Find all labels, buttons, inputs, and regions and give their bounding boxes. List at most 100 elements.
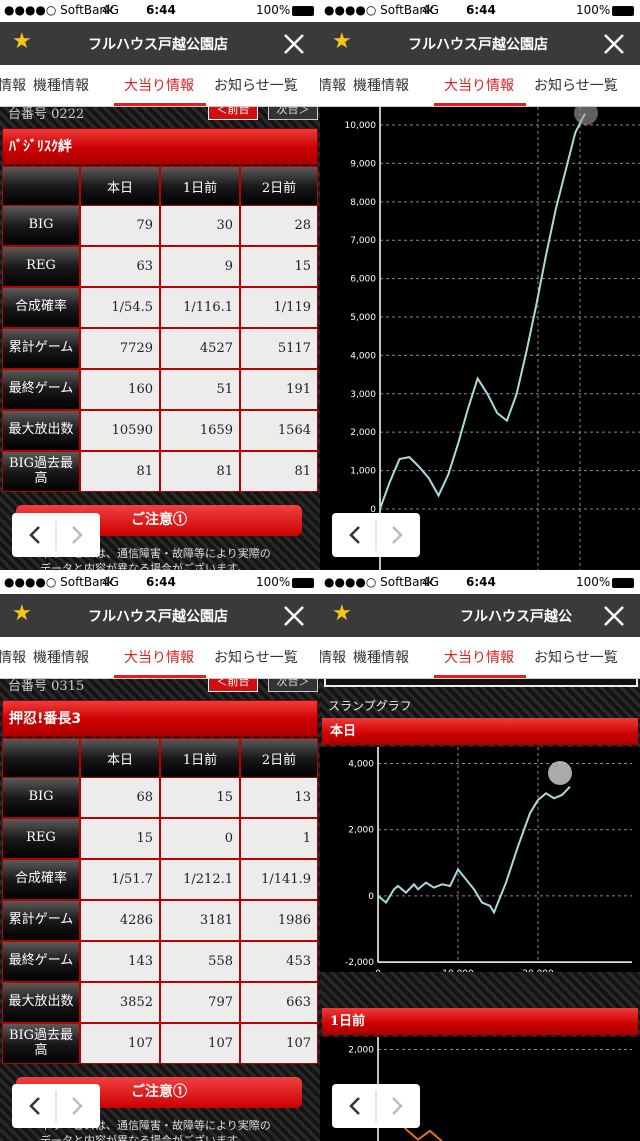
tab[interactable]: 大当り情報 — [444, 78, 514, 94]
machine-number: 台番号 0315 — [8, 679, 85, 694]
tab[interactable]: 情報 — [0, 650, 26, 666]
table-value: 1986 — [240, 900, 318, 941]
battery-percent: 100% — [256, 3, 291, 17]
battery-percent: 100% — [256, 575, 291, 589]
table-value: 107 — [240, 1023, 318, 1064]
table-value: 1/119 — [240, 287, 318, 328]
tab[interactable]: お知らせ一覧 — [214, 78, 298, 94]
close-button[interactable] — [602, 604, 626, 628]
favorite-star[interactable]: ★ — [12, 29, 32, 54]
y-tick-label: 2,000 — [350, 428, 376, 438]
battery-icon — [292, 578, 314, 588]
next-button[interactable]: 次台＞ — [268, 107, 318, 120]
tab[interactable]: 機種情報 — [353, 650, 409, 666]
close-button[interactable] — [602, 32, 626, 56]
battery-percent: 100% — [576, 575, 611, 589]
row-label: 累計ゲーム — [2, 900, 80, 941]
row-label: 合成確率 — [2, 287, 80, 328]
table-corner — [2, 738, 80, 778]
tab[interactable]: お知らせ一覧 — [534, 78, 618, 94]
table-value: 81 — [240, 451, 318, 492]
favorite-star[interactable]: ★ — [332, 29, 352, 54]
table-value: 81 — [80, 451, 160, 492]
column-header: 本日 — [80, 166, 160, 206]
row-label: 最大放出数 — [2, 982, 80, 1023]
nav-forward — [392, 526, 403, 544]
phone-screen: ●●●●○ SoftBank 4G 6:44 100% ★ フルハウス戸越公園店 情報 機種情… — [0, 572, 320, 1141]
content: スランプグラフ本日-2,00002,0004,000010,00020,0001… — [320, 679, 640, 1141]
carrier: ●●●●○ SoftBank — [4, 575, 114, 589]
table-value: 1/116.1 — [160, 287, 240, 328]
y-tick-label: 9,000 — [350, 159, 376, 169]
table-corner — [2, 166, 80, 206]
nav-buttons[interactable] — [12, 1084, 100, 1128]
tab[interactable]: 情報 — [0, 78, 26, 94]
next-button[interactable]: 次台＞ — [268, 679, 318, 692]
section-title: スランプグラフ — [328, 699, 412, 713]
tab[interactable]: お知らせ一覧 — [534, 650, 618, 666]
y-tick-label: 1,000 — [350, 467, 376, 477]
tab[interactable]: お知らせ一覧 — [214, 650, 298, 666]
nav-back — [29, 1097, 40, 1115]
active-tab-underline — [434, 675, 526, 678]
close-button[interactable] — [282, 32, 306, 56]
table-value: 143 — [80, 941, 160, 982]
tab[interactable]: 機種情報 — [33, 650, 89, 666]
table-value: 79 — [80, 205, 160, 246]
nav-buttons[interactable] — [332, 1084, 420, 1128]
battery-icon — [612, 6, 634, 16]
tab[interactable]: 大当り情報 — [124, 78, 194, 94]
table-value: 30 — [160, 205, 240, 246]
nav-buttons[interactable] — [332, 513, 420, 557]
table-value: 1659 — [160, 410, 240, 451]
column-header: 2日前 — [240, 738, 318, 778]
table-value: 453 — [240, 941, 318, 982]
favorite-star[interactable]: ★ — [332, 601, 352, 626]
row-label: 最終ゲーム — [2, 369, 80, 410]
carrier: ●●●●○ SoftBank — [324, 575, 434, 589]
row-label: 累計ゲーム — [2, 328, 80, 369]
table-value: 5117 — [240, 328, 318, 369]
header-bar: ★ フルハウス戸越公園店 — [0, 22, 320, 65]
tab[interactable]: 大当り情報 — [124, 650, 194, 666]
tab-bar: 情報 機種情報 大当り情報 お知らせ一覧 — [320, 637, 640, 679]
table-value: 191 — [240, 369, 318, 410]
machine-name: ﾊﾞｼﾞﾘｽｸ絆 — [2, 128, 318, 165]
nav-buttons[interactable] — [12, 513, 100, 557]
table-value: 107 — [80, 1023, 160, 1064]
tab-bar: 情報 機種情報 大当り情報 お知らせ一覧 — [0, 637, 320, 679]
prev-button[interactable]: ＜前台 — [208, 107, 258, 120]
table-value: 107 — [160, 1023, 240, 1064]
prev-button[interactable]: ＜前台 — [208, 679, 258, 692]
tab[interactable]: 情報 — [320, 78, 346, 94]
phone-screen: ●●●●○ SoftBank 4G 6:44 100% ★ フルハウス戸越公園店 情報 機種情… — [320, 0, 640, 570]
y-tick-label: 6,000 — [350, 275, 376, 285]
x-tick-label: 0 — [375, 969, 381, 972]
nav-back — [29, 526, 40, 544]
tab[interactable]: 情報 — [320, 650, 346, 666]
nav-back — [349, 526, 360, 544]
close-button[interactable] — [282, 604, 306, 628]
chart: 0 1,000 2,000 3,000 4,000 5,000 6,000 7,000 8,00… — [345, 107, 640, 570]
y-tick-label: 4,000 — [348, 760, 374, 770]
tab[interactable]: 大当り情報 — [444, 650, 514, 666]
y-tick-label: 4,000 — [350, 351, 376, 361]
favorite-star[interactable]: ★ — [12, 601, 32, 626]
y-tick-label: 7,000 — [350, 236, 376, 246]
y-tick-label: 10,000 — [345, 121, 377, 131]
row-label: BIG — [2, 205, 80, 246]
tab-bar: 情報 機種情報 大当り情報 お知らせ一覧 — [0, 65, 320, 107]
close-icon — [604, 34, 624, 54]
tab-bar: 情報 機種情報 大当り情報 お知らせ一覧 — [320, 65, 640, 107]
tab[interactable]: 機種情報 — [353, 78, 409, 94]
carrier: ●●●●○ SoftBank — [324, 3, 434, 17]
active-tab-underline — [114, 675, 206, 678]
header-bar: ★ フルハウス戸越公 — [320, 594, 640, 637]
phone-screen: ●●●●○ SoftBank 4G 6:44 100% ★ フルハウス戸越公園店 情報 機種情… — [0, 0, 320, 570]
frame-top — [324, 679, 638, 687]
active-tab-underline — [114, 103, 206, 106]
tab[interactable]: 機種情報 — [33, 78, 89, 94]
row-label: REG — [2, 818, 80, 859]
table-value: 13 — [240, 777, 318, 818]
